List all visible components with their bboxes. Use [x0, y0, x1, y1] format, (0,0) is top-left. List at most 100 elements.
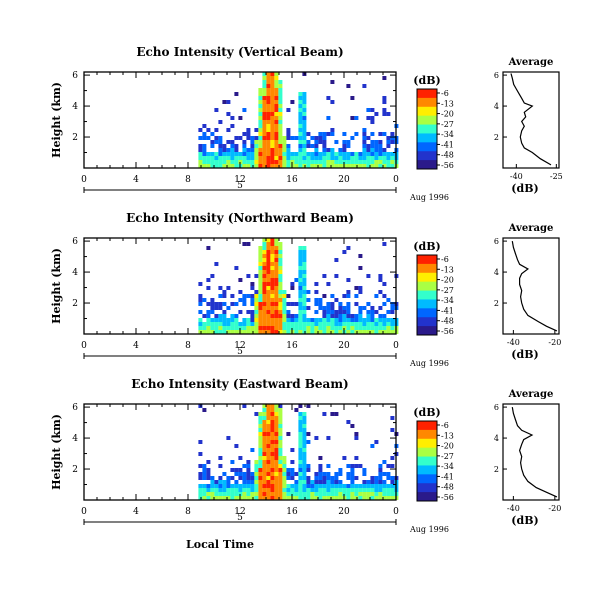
- heatmap-cell: [338, 322, 343, 326]
- heatmap-cell: [230, 152, 235, 156]
- heatmap-cell: [262, 270, 267, 274]
- heatmap-cell: [262, 286, 267, 290]
- heatmap-cell: [274, 152, 279, 156]
- heatmap-cell: [270, 294, 275, 298]
- heatmap-cell: [386, 496, 391, 500]
- heatmap-cell: [362, 306, 367, 310]
- heatmap-cell: [202, 492, 207, 496]
- heatmap-cell: [278, 258, 283, 262]
- heatmap-cell: [218, 286, 223, 290]
- heatmap-cell: [274, 84, 279, 88]
- heatmap-cell: [274, 314, 279, 318]
- heatmap-cell: [278, 100, 283, 104]
- heatmap-cell: [258, 416, 263, 420]
- heatmap-cell: [330, 412, 335, 416]
- heatmap-cell: [310, 480, 315, 484]
- heatmap-cell: [338, 164, 343, 168]
- heatmap-cell: [214, 262, 219, 266]
- heatmap-cell: [314, 164, 319, 168]
- heatmap-cell: [346, 140, 351, 144]
- heatmap-cell: [266, 476, 271, 480]
- heatmap-cell: [338, 148, 343, 152]
- heatmap-cell: [266, 428, 271, 432]
- heatmap-cell: [278, 246, 283, 250]
- heatmap-cell: [266, 160, 271, 164]
- heatmap-cell: [378, 160, 383, 164]
- date-marker: 5: [237, 347, 243, 357]
- heatmap-cell: [346, 152, 351, 156]
- heatmap-cell: [370, 326, 375, 330]
- heatmap-cell: [366, 136, 371, 140]
- heatmap-cell: [374, 156, 379, 160]
- average-y-tick-label: 4: [494, 434, 499, 443]
- heatmap-cell: [290, 448, 295, 452]
- heatmap-cell: [346, 420, 351, 424]
- heatmap-cell: [382, 302, 387, 306]
- heatmap-cell: [254, 468, 259, 472]
- heatmap-cell: [326, 326, 331, 330]
- heatmap-cell: [386, 472, 391, 476]
- heatmap-cell: [258, 88, 263, 92]
- heatmap-cell: [298, 164, 303, 168]
- heatmap-cell: [274, 306, 279, 310]
- heatmap-cell: [374, 152, 379, 156]
- colorbar-swatch: [417, 317, 437, 327]
- heatmap-cell: [346, 326, 351, 330]
- heatmap-cell: [274, 424, 279, 428]
- colorbar-tick-label: -56: [441, 493, 454, 502]
- heatmap-cell: [262, 152, 267, 156]
- heatmap-cell: [342, 148, 347, 152]
- heatmap-cell: [342, 132, 347, 136]
- heatmap-cell: [226, 322, 231, 326]
- heatmap-cell: [262, 290, 267, 294]
- heatmap-cell: [242, 496, 247, 500]
- heatmap-cell: [214, 322, 219, 326]
- heatmap-cell: [298, 298, 303, 302]
- heatmap-cell: [274, 476, 279, 480]
- heatmap-cell: [226, 476, 231, 480]
- heatmap-cell: [322, 496, 327, 500]
- x-tick-label: 20: [338, 175, 350, 185]
- heatmap-cell: [274, 496, 279, 500]
- heatmap-cell: [342, 456, 347, 460]
- heatmap-cell: [314, 290, 319, 294]
- heatmap-cell: [266, 460, 271, 464]
- heatmap-cell: [330, 480, 335, 484]
- heatmap-cell: [266, 254, 271, 258]
- heatmap-cell: [326, 96, 331, 100]
- heatmap-cell: [322, 156, 327, 160]
- heatmap-cell: [362, 480, 367, 484]
- heatmap-cell: [326, 464, 331, 468]
- x-axis-label: Local Time: [186, 538, 254, 551]
- heatmap-cell: [298, 428, 303, 432]
- heatmap-cell: [378, 306, 383, 310]
- heatmap-cell: [254, 274, 259, 278]
- heatmap-cell: [262, 80, 267, 84]
- heatmap-cell: [210, 160, 215, 164]
- heatmap-cell: [270, 444, 275, 448]
- heatmap-cell: [366, 160, 371, 164]
- heatmap-cell: [222, 326, 227, 330]
- heatmap-cell: [290, 100, 295, 104]
- heatmap-cell: [358, 266, 363, 270]
- heatmap-cell: [322, 136, 327, 140]
- heatmap-cell: [390, 322, 395, 326]
- heatmap-cell: [278, 452, 283, 456]
- heatmap-cell: [338, 326, 343, 330]
- heatmap-cell: [258, 294, 263, 298]
- heatmap-cell: [382, 330, 387, 334]
- heatmap-cell: [286, 330, 291, 334]
- heatmap-cell: [242, 132, 247, 136]
- heatmap-cell: [358, 492, 363, 496]
- heatmap-cell: [222, 100, 227, 104]
- heatmap-cell: [250, 148, 255, 152]
- heatmap-cell: [370, 148, 375, 152]
- heatmap-cell: [302, 476, 307, 480]
- heatmap-cell: [278, 266, 283, 270]
- heatmap-cell: [278, 480, 283, 484]
- average-y-tick-label: 2: [494, 133, 499, 142]
- heatmap-cell: [262, 72, 267, 76]
- heatmap-cell: [358, 164, 363, 168]
- heatmap-cell: [330, 148, 335, 152]
- y-axis-label: Height (km): [50, 248, 63, 324]
